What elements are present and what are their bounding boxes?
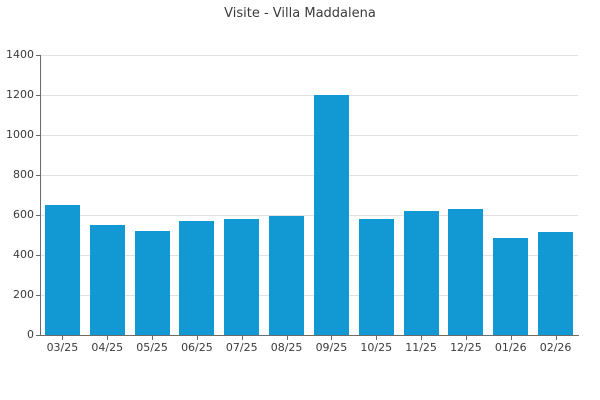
x-tick-label-01/26: 01/26 [494,341,527,354]
x-tick-12/25 [465,336,467,340]
y-tick-label-0: 0 [27,328,34,341]
bar-08/25 [269,216,305,335]
bar-04/25 [89,225,125,335]
y-tick-label-200: 200 [13,288,34,301]
y-tick-label-1400: 1400 [6,48,34,61]
x-tick-04/25 [107,336,109,340]
gridline-y-1200 [40,94,578,96]
bar-02/26 [538,232,574,335]
x-tick-11/25 [421,336,423,340]
plot-area [40,54,578,335]
y-tick-0 [36,335,40,336]
x-tick-09/25 [331,336,333,340]
y-tick-label-800: 800 [13,168,34,181]
x-tick-label-10/25: 10/25 [360,341,393,354]
y-tick-200 [36,295,40,296]
x-axis-line [40,335,579,336]
y-tick-400 [36,255,40,256]
x-tick-label-09/25: 09/25 [315,341,348,354]
x-tick-label-02/26: 02/26 [539,341,572,354]
bar-10/25 [358,219,394,335]
x-tick-03/25 [62,336,64,340]
x-tick-label-05/25: 05/25 [136,341,168,354]
bar-05/25 [134,231,170,335]
chart-title: Visite - Villa Maddalena [224,6,376,21]
bar-06/25 [179,221,215,335]
y-tick-1200 [36,95,40,96]
y-tick-label-600: 600 [13,208,34,221]
x-tick-01/26 [510,336,512,340]
y-tick-600 [36,215,40,216]
gridline-y-1000 [40,134,578,136]
x-tick-02/26 [555,336,557,340]
x-tick-label-07/25: 07/25 [225,341,258,354]
x-tick-label-03/25: 03/25 [46,341,79,354]
x-tick-08/25 [286,336,288,340]
bar-03/25 [44,205,80,335]
x-tick-10/25 [376,336,378,340]
gridline-y-200 [40,294,578,296]
y-tick-label-1000: 1000 [6,128,34,141]
y-tick-1400 [36,55,40,56]
x-tick-label-06/25: 06/25 [181,341,213,354]
y-axis-line [40,55,41,336]
y-tick-1000 [36,135,40,136]
bar-11/25 [403,211,439,335]
gridline-y-600 [40,214,578,216]
x-tick-label-08/25: 08/25 [270,341,303,354]
x-tick-label-04/25: 04/25 [91,341,124,354]
x-tick-07/25 [241,336,243,340]
gridline-y-1400 [40,54,578,56]
x-tick-06/25 [196,336,198,340]
gridline-y-800 [40,174,578,176]
y-tick-label-1200: 1200 [6,88,34,101]
bar-07/25 [224,219,260,335]
x-tick-label-11/25: 11/25 [405,341,437,354]
bar-01/26 [493,238,529,335]
x-tick-05/25 [152,336,154,340]
gridline-y-400 [40,254,578,256]
x-tick-label-12/25: 12/25 [450,341,482,354]
y-tick-label-400: 400 [13,248,34,261]
bar-12/25 [448,209,484,335]
y-tick-800 [36,175,40,176]
bar-09/25 [313,95,349,335]
